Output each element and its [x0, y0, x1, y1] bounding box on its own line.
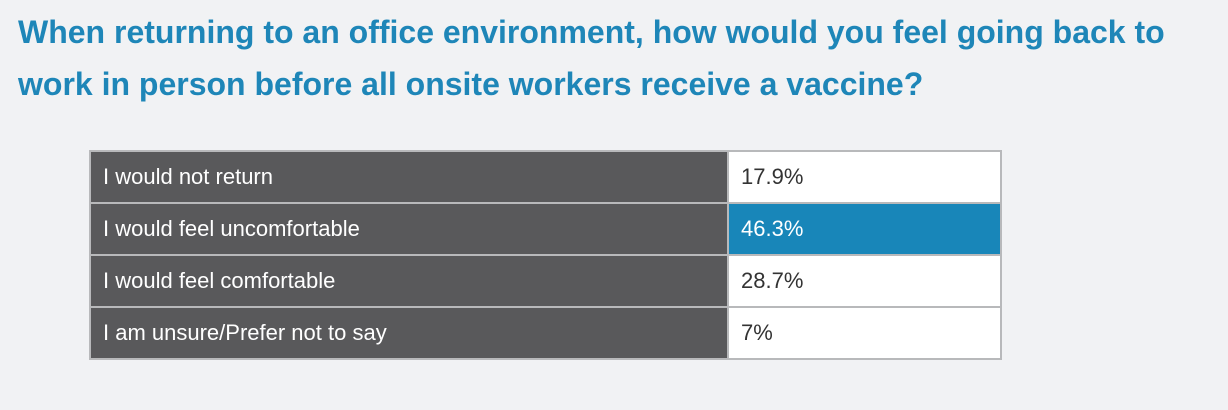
response-percentage: 28.7%	[727, 254, 1002, 308]
response-label: I would feel uncomfortable	[89, 202, 729, 256]
response-label: I would not return	[89, 150, 729, 204]
table-row: I would feel uncomfortable 46.3%	[89, 202, 1002, 256]
table-row: I would feel comfortable 28.7%	[89, 254, 1002, 308]
chart-title: When returning to an office environment,…	[18, 14, 1165, 102]
table-row: I would not return 17.9%	[89, 150, 1002, 204]
results-table-body: I would not return 17.9% I would feel unco…	[89, 150, 1002, 360]
table-row: I am unsure/Prefer not to say 7%	[89, 306, 1002, 360]
response-label: I would feel comfortable	[89, 254, 729, 308]
response-percentage-highlighted: 46.3%	[727, 202, 1002, 256]
response-label: I am unsure/Prefer not to say	[89, 306, 729, 360]
response-percentage: 17.9%	[727, 150, 1002, 204]
response-percentage: 7%	[727, 306, 1002, 360]
results-table: I would not return 17.9% I would feel unco…	[89, 150, 1002, 360]
